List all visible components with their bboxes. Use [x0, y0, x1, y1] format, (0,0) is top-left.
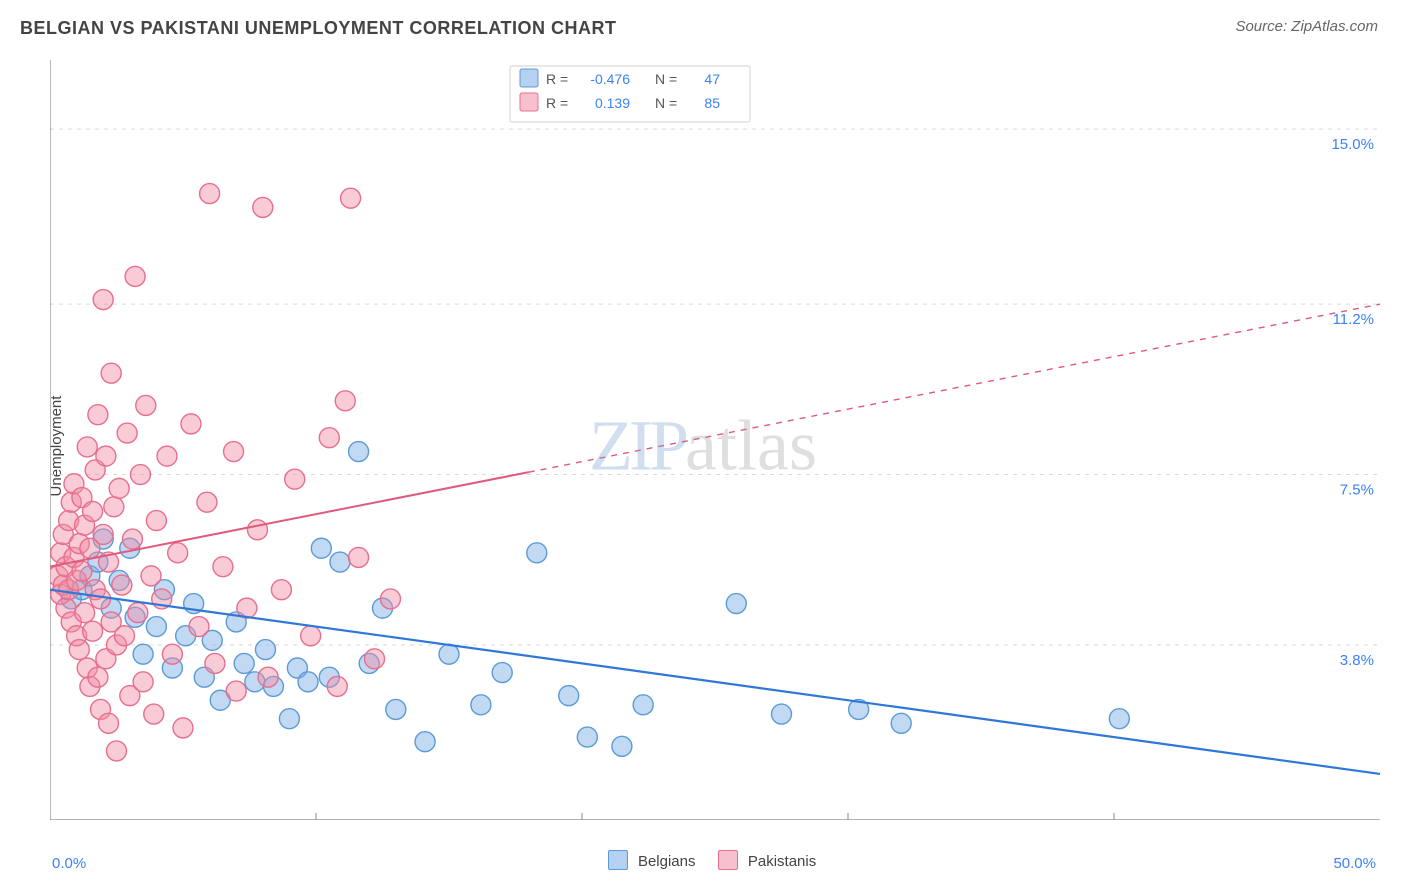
- svg-text:11.2%: 11.2%: [1333, 311, 1374, 328]
- chart-svg: 3.8% 7.5% 11.2% 15.0% R = -0.476 N = 47 R = 0.139…: [50, 60, 1380, 820]
- svg-text:-0.476: -0.476: [590, 71, 630, 87]
- legend-label-belgians: Belgians: [638, 853, 696, 870]
- svg-text:85: 85: [704, 95, 720, 111]
- legend-swatch-belgians: [608, 850, 628, 870]
- scatter-chart: 3.8% 7.5% 11.2% 15.0% R = -0.476 N = 47 R = 0.139…: [50, 60, 1380, 820]
- svg-text:15.0%: 15.0%: [1331, 136, 1374, 153]
- bottom-legend: Belgians Pakistanis: [0, 850, 1406, 870]
- chart-title: BELGIAN VS PAKISTANI UNEMPLOYMENT CORREL…: [20, 18, 617, 39]
- svg-text:R =: R =: [546, 95, 568, 111]
- svg-text:7.5%: 7.5%: [1340, 482, 1374, 499]
- svg-text:N =: N =: [655, 95, 677, 111]
- legend-swatch-pakistanis: [718, 850, 738, 870]
- svg-text:3.8%: 3.8%: [1340, 652, 1374, 669]
- legend-label-pakistanis: Pakistanis: [748, 853, 816, 870]
- svg-text:0.139: 0.139: [595, 95, 630, 111]
- svg-text:47: 47: [704, 71, 720, 87]
- source-label: Source: ZipAtlas.com: [1235, 18, 1378, 35]
- svg-text:N =: N =: [655, 71, 677, 87]
- svg-text:R =: R =: [546, 71, 568, 87]
